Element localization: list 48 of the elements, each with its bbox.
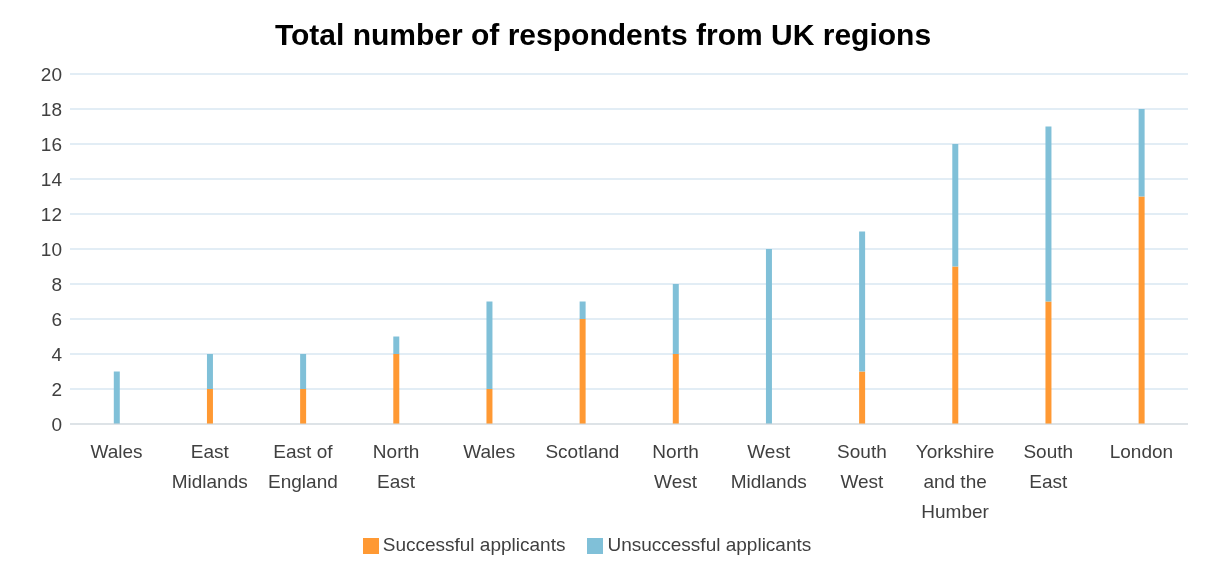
x-tick-label: East Midlands — [171, 441, 248, 492]
bar — [206, 389, 213, 424]
x-tick-label: South East — [1023, 441, 1074, 492]
y-tick-label: 6 — [51, 308, 62, 330]
bar — [393, 336, 400, 354]
x-tick-label: Wales — [90, 441, 143, 462]
bar — [1138, 196, 1145, 424]
bar — [579, 301, 586, 319]
x-tick-label: London — [1109, 441, 1174, 462]
y-tick-label: 20 — [40, 63, 62, 85]
bar — [952, 144, 959, 267]
legend-label: Successful applicants — [382, 534, 566, 555]
bar — [952, 266, 959, 424]
y-tick-label: 18 — [40, 98, 62, 120]
bar — [486, 389, 493, 424]
y-tick-label: 14 — [40, 168, 63, 190]
x-tick-label: Scotland — [545, 441, 620, 462]
bar — [859, 371, 866, 424]
bar — [393, 354, 400, 424]
bar — [300, 354, 307, 389]
y-tick-label: 2 — [51, 378, 62, 400]
y-tick-label: 0 — [51, 413, 62, 435]
legend-label: Unsuccessful applicants — [607, 534, 812, 555]
bar — [206, 354, 213, 389]
x-tick-label: Wales — [463, 441, 516, 462]
x-tick-label: Yorkshire and the Humber — [915, 441, 995, 522]
chart-title: Total number of respondents from UK regions — [274, 18, 932, 51]
y-tick-label: 8 — [51, 273, 62, 295]
y-tick-label: 10 — [40, 238, 62, 260]
bar — [1045, 126, 1052, 302]
x-tick-label: East of England — [268, 441, 338, 492]
bar — [113, 371, 120, 424]
y-tick-label: 16 — [40, 133, 62, 155]
x-tick-label: North West — [652, 441, 699, 492]
y-tick-label: 12 — [40, 203, 62, 225]
bar — [1045, 301, 1052, 424]
bar — [579, 319, 586, 424]
bar — [765, 249, 772, 424]
bar — [1138, 109, 1145, 197]
bar — [672, 354, 679, 424]
bar — [300, 389, 307, 424]
x-tick-label: South West — [837, 441, 887, 492]
bar — [672, 284, 679, 354]
bar — [486, 301, 493, 389]
x-tick-label: North East — [372, 441, 420, 492]
bar — [859, 231, 866, 372]
x-tick-label: West Midlands — [730, 441, 807, 492]
y-tick-label: 4 — [51, 343, 63, 365]
